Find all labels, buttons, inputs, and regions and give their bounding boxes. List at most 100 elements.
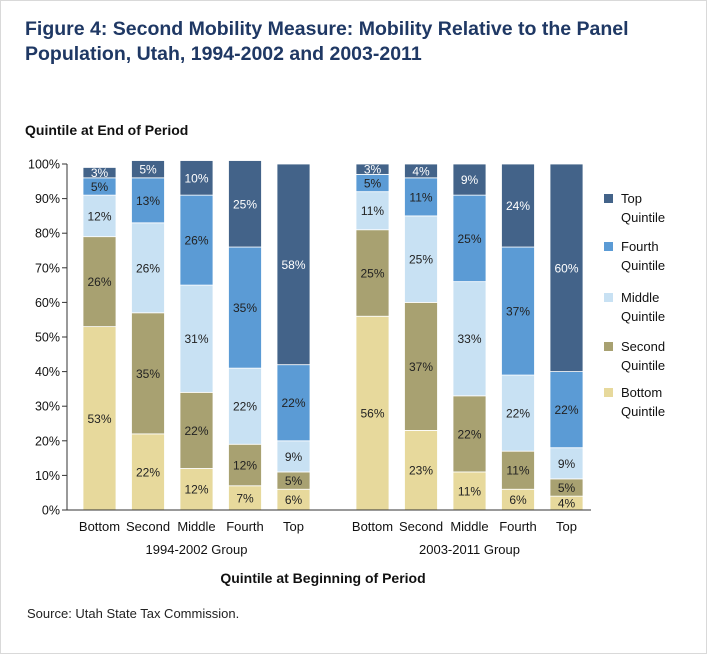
data-label: 9% — [461, 173, 479, 187]
data-label: 5% — [558, 481, 576, 495]
legend-label-line1: Second — [621, 339, 665, 354]
bar-segment — [355, 191, 390, 231]
bar-segment — [276, 440, 311, 473]
legend-label-line1: Bottom — [621, 385, 662, 400]
bar-segment — [276, 163, 311, 366]
legend-swatch — [604, 242, 613, 251]
data-label: 3% — [364, 163, 382, 177]
x-axis-categories: Bottom Second Middle Fourth Top 1994-2002 Gro… — [79, 519, 577, 557]
x-category-label: Top — [283, 519, 304, 534]
data-label: 9% — [285, 450, 303, 464]
legend-swatch — [604, 194, 613, 203]
bar-segment — [452, 194, 487, 283]
data-label: 5% — [139, 163, 157, 177]
y-tick-label: 80% — [35, 227, 60, 241]
legend-label-line2: Quintile — [621, 258, 665, 273]
data-label: 7% — [236, 491, 254, 505]
y-tick-label: 0% — [42, 504, 60, 518]
bar-segment — [228, 443, 262, 487]
bar-segment — [501, 450, 535, 490]
data-label: 5% — [91, 180, 109, 194]
bar-segment — [82, 167, 117, 179]
bar-segment — [404, 163, 438, 179]
data-label: 4% — [558, 497, 576, 511]
data-label: 22% — [506, 407, 530, 421]
bar-segment — [404, 177, 438, 217]
legend-label-line1: Fourth — [621, 239, 659, 254]
data-label: 5% — [364, 177, 382, 191]
legend-label-line2: Quintile — [621, 210, 665, 225]
data-label: 26% — [87, 275, 111, 289]
axis-lines — [66, 164, 591, 511]
y-tick-label: 30% — [35, 400, 60, 414]
data-label: 4% — [412, 164, 430, 178]
legend: Top Quintile Fourth Quintile Middle Quintile S… — [604, 191, 665, 419]
y-tick-label: 70% — [35, 261, 60, 275]
data-label: 22% — [136, 465, 160, 479]
data-label: 24% — [506, 199, 530, 213]
data-label: 22% — [281, 396, 305, 410]
data-label: 37% — [506, 305, 530, 319]
bar-segment — [549, 163, 584, 373]
bar-segment — [355, 163, 390, 175]
legend-swatch — [604, 388, 613, 397]
data-label: 13% — [136, 194, 160, 208]
data-label: 25% — [360, 266, 384, 280]
x-category-label: Middle — [177, 519, 215, 534]
source-note: Source: Utah State Tax Commission. — [27, 606, 240, 621]
data-label: 22% — [184, 424, 208, 438]
bar-segment — [179, 160, 214, 196]
x-category-label: Fourth — [226, 519, 264, 534]
data-label: 11% — [409, 190, 432, 204]
y-tick-label: 100% — [28, 158, 60, 172]
data-label: 25% — [457, 232, 481, 246]
bar-segment — [404, 430, 438, 511]
x-category-label: Second — [399, 519, 443, 534]
data-label: 58% — [281, 258, 305, 272]
bar-segment — [228, 160, 262, 248]
data-label: 35% — [136, 367, 160, 381]
data-label: 3% — [91, 166, 109, 180]
data-label: 12% — [233, 459, 257, 473]
figure-title: Figure 4: Second Mobility Measure: Mobil… — [25, 18, 629, 65]
x-category-label: Second — [126, 519, 170, 534]
bar-segment — [82, 194, 117, 238]
data-label: 35% — [233, 301, 257, 315]
legend-label-line1: Middle — [621, 290, 659, 305]
bar-segment — [131, 433, 165, 511]
data-label: 22% — [233, 400, 257, 414]
x-category-label: Bottom — [352, 519, 393, 534]
bar-segment — [179, 194, 214, 286]
bar-segment — [549, 371, 584, 449]
legend-swatch — [604, 342, 613, 351]
y-tick-label: 10% — [35, 469, 60, 483]
legend-label-line2: Quintile — [621, 309, 665, 324]
x-axis-title: Quintile at Beginning of Period — [220, 570, 425, 586]
data-label: 12% — [184, 483, 208, 497]
bar-segment — [276, 364, 311, 442]
bar-segment — [179, 391, 214, 469]
bar-segment — [228, 367, 262, 445]
y-tick-label: 50% — [35, 331, 60, 345]
x-category-label: Fourth — [499, 519, 537, 534]
data-label: 5% — [285, 474, 303, 488]
bar-segment — [228, 246, 262, 369]
group-label: 1994-2002 Group — [146, 542, 248, 557]
bar-segment — [82, 236, 117, 328]
data-label: 26% — [184, 234, 208, 248]
data-label: 11% — [361, 204, 384, 218]
data-label: 31% — [184, 332, 208, 346]
x-category-label: Bottom — [79, 519, 120, 534]
bar-segment — [452, 163, 487, 196]
y-axis-title: Quintile at End of Period — [25, 122, 188, 138]
bar-segment — [131, 222, 165, 314]
bar-segment — [131, 312, 165, 435]
y-tick-label: 90% — [35, 192, 60, 206]
data-label: 56% — [360, 407, 384, 421]
y-tick-label: 60% — [35, 296, 60, 310]
stacked-bar-chart: Quintile at End of Period Quintile at Be… — [25, 122, 665, 586]
group-label: 2003-2011 Group — [419, 542, 520, 557]
data-label: 33% — [457, 332, 481, 346]
bar-segment — [131, 160, 165, 179]
